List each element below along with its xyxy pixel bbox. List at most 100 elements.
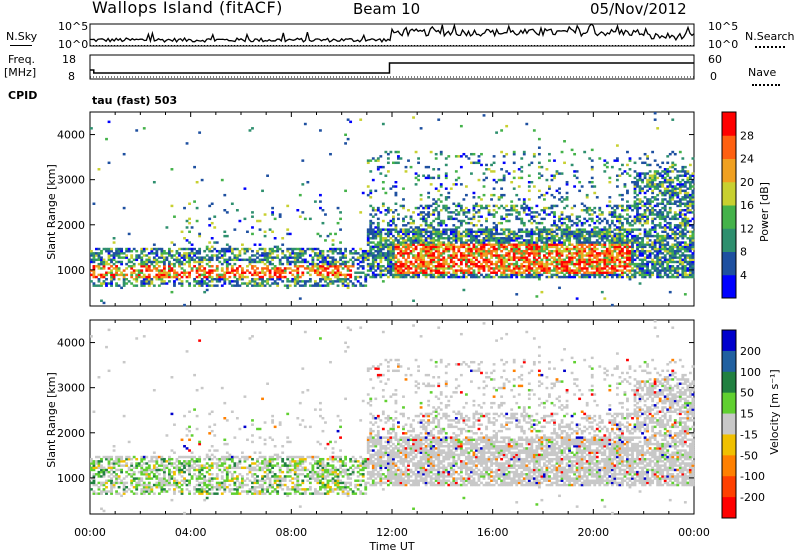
power-cell — [661, 211, 665, 214]
velocity-cell — [140, 455, 144, 459]
power-cell — [230, 249, 234, 253]
power-cell — [588, 256, 592, 259]
power-cell — [359, 256, 363, 259]
power-cell — [475, 224, 478, 227]
power-cell — [434, 230, 438, 234]
power-cell — [470, 262, 473, 266]
power-cell — [281, 262, 285, 266]
power-cell — [502, 155, 506, 158]
power-cell — [140, 262, 144, 266]
power-cell — [329, 277, 332, 281]
power-cell — [444, 198, 448, 201]
power-cell — [487, 168, 491, 171]
power-cell — [386, 209, 390, 212]
power-cell — [618, 221, 622, 225]
power-cell — [575, 243, 579, 246]
noise-tick-high-right: 10^5 — [708, 20, 739, 33]
power-cell — [480, 152, 483, 156]
power-cell — [651, 180, 655, 184]
power-cell — [490, 198, 493, 201]
power-cell — [540, 174, 544, 177]
power-cell — [263, 249, 267, 253]
power-cell — [527, 219, 531, 223]
power-cell — [193, 254, 196, 257]
power-cell — [613, 243, 617, 246]
power-cell — [364, 249, 368, 253]
power-cell — [610, 256, 614, 259]
power-cell — [251, 211, 254, 214]
power-cell — [615, 239, 619, 242]
power-cell — [459, 267, 463, 270]
power-cell — [394, 150, 398, 154]
power-cell — [376, 206, 380, 210]
power-cell — [281, 243, 285, 246]
power-cell — [386, 271, 390, 274]
power-cell — [615, 241, 619, 244]
power-cell — [188, 241, 191, 244]
power-cell — [429, 252, 433, 255]
power-cell — [527, 265, 531, 268]
power-cell — [477, 275, 481, 279]
power-cell — [90, 258, 93, 262]
power-cell — [137, 262, 141, 266]
power-cell — [349, 258, 353, 262]
power-cell — [427, 262, 431, 266]
power-cell — [462, 241, 466, 244]
power-cell — [545, 265, 549, 268]
power-cell — [535, 249, 539, 253]
power-cell — [600, 290, 604, 294]
power-cell — [225, 269, 229, 272]
power-cell — [389, 241, 393, 244]
power-cell — [215, 275, 219, 279]
power-cell — [429, 247, 433, 251]
power-cell — [389, 247, 393, 251]
power-cell — [638, 178, 642, 182]
power-cell — [329, 232, 332, 236]
power-cell — [681, 209, 685, 212]
power-cell — [452, 273, 456, 277]
power-cell — [603, 228, 607, 231]
power-cell — [384, 232, 388, 236]
power-cell — [168, 269, 171, 272]
power-cell — [583, 247, 587, 251]
power-cell — [666, 215, 670, 218]
power-cell — [555, 265, 559, 268]
power-cell — [477, 219, 481, 223]
power-cell — [233, 262, 237, 266]
power-cell — [681, 230, 685, 234]
power-cell — [653, 249, 657, 253]
power-cell — [472, 209, 476, 212]
power-cell — [241, 247, 244, 251]
power-cell — [558, 215, 561, 218]
power-cell — [326, 254, 330, 257]
power-cell — [666, 174, 670, 177]
power-cell — [346, 284, 350, 287]
power-cell — [198, 265, 202, 268]
power-cell — [548, 185, 551, 188]
power-cell — [452, 217, 456, 221]
power-cell — [477, 260, 481, 264]
power-cell — [643, 234, 647, 238]
power-cell — [246, 282, 249, 285]
power-cell — [600, 260, 604, 264]
power-cell — [293, 256, 297, 259]
power-cell — [392, 265, 395, 268]
power-cell — [636, 239, 639, 242]
power-cell — [429, 239, 433, 242]
power-cell — [351, 256, 355, 259]
power-cell — [610, 258, 614, 262]
power-cell — [339, 228, 342, 231]
power-cell — [502, 206, 506, 210]
power-cell — [595, 234, 599, 238]
power-cell — [203, 269, 207, 272]
velocity-cell — [142, 457, 146, 461]
power-cell — [339, 247, 342, 251]
power-cell — [527, 206, 531, 210]
power-cell — [132, 269, 136, 272]
power-cell — [178, 260, 181, 264]
power-cell — [429, 226, 433, 229]
power-cell — [550, 237, 554, 240]
power-cell — [208, 273, 212, 277]
velocity-cell — [90, 488, 93, 491]
power-cell — [286, 267, 290, 270]
